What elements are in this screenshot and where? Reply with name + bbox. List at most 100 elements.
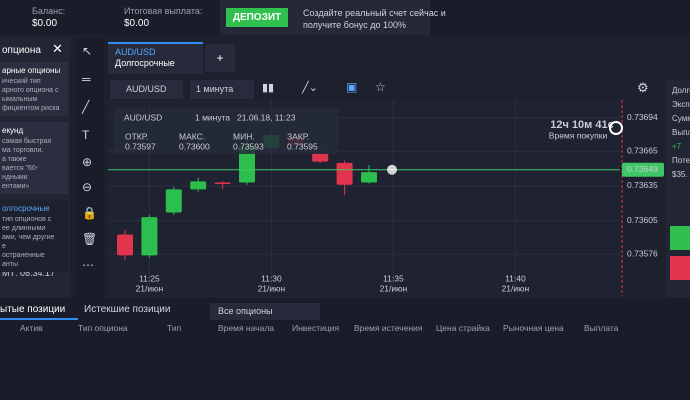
panel-text: Сумма — [672, 114, 690, 123]
y-tick-label: 0.73665 — [627, 146, 658, 156]
column-header: Время истечения — [354, 323, 423, 333]
panel-text: Выпла — [672, 128, 690, 137]
ohlc-time: 21.06.18, 11:23 — [237, 112, 296, 122]
promo-text: Создайте реальный счет сейчас и — [303, 8, 446, 18]
option-line: фициентом риска — [2, 105, 60, 112]
option-title: олгосрочные — [2, 204, 50, 213]
tool[interactable]: ⊖ — [82, 180, 93, 194]
promo-text: получите бонус до 100% — [303, 20, 406, 30]
x-tick-date: 21/июн — [136, 283, 164, 293]
option-line: ма торговли. — [2, 147, 44, 154]
x-tick-date: 21/июн — [502, 283, 530, 293]
tool[interactable]: ⊕ — [82, 155, 93, 169]
candle-body — [165, 189, 182, 213]
y-tick-label: 0.73635 — [627, 180, 658, 190]
candle-body — [239, 145, 255, 183]
option-item-bg — [0, 122, 68, 194]
tab-kind: Долгосрочные — [115, 58, 175, 68]
tool[interactable]: 🔒 — [82, 206, 97, 220]
chart-type[interactable]: ▮▮ — [262, 82, 275, 94]
y-tick-label: 0.73576 — [627, 248, 658, 258]
favorite[interactable]: ☆ — [375, 80, 386, 94]
x-tick-label: 11:35 — [383, 273, 404, 283]
deposit-button[interactable]: ДЕПОЗИТ — [226, 8, 288, 27]
candle-body — [141, 217, 158, 256]
tool[interactable]: 🗑 — [82, 232, 98, 246]
ohlc-label: МИН. — [233, 131, 255, 141]
tool[interactable]: T — [82, 128, 90, 142]
add-tab[interactable]: + — [205, 44, 235, 72]
x-tick-label: 11:30 — [261, 273, 282, 283]
asset-select[interactable]: AUD/USD — [110, 80, 183, 99]
current-point — [387, 164, 397, 175]
candle-body — [336, 162, 353, 185]
tool[interactable]: ↖ — [82, 44, 93, 58]
balance: $0.00 — [32, 18, 58, 29]
column-header: Время начала — [218, 323, 275, 333]
ohlc-asset: AUD/USD — [124, 112, 162, 122]
option-line: ымальным — [2, 96, 38, 103]
positions-area — [0, 298, 690, 400]
ohlc-value: 0.73600 — [179, 141, 210, 151]
interval-select[interactable]: 1 минута — [190, 80, 254, 99]
column-header: Актив — [20, 323, 43, 333]
tool[interactable]: ⋯ — [82, 258, 94, 272]
timer-label: Время покупки — [549, 130, 608, 140]
candle-body — [190, 181, 207, 190]
asset-tab[interactable] — [108, 42, 203, 74]
indicators[interactable]: ╱⌄ — [302, 82, 318, 94]
option-line: тип опционов с — [2, 216, 52, 223]
tool[interactable]: ╱ — [82, 100, 90, 114]
calculator[interactable]: ▣ — [346, 80, 358, 94]
ohlc-interval: 1 минута — [195, 112, 230, 122]
balance-label: Баланс: — [32, 6, 66, 16]
option-line: остраненные — [2, 252, 45, 259]
option-line: ический тип — [2, 78, 41, 85]
tab-asset: AUD/USD — [115, 47, 156, 57]
ohlc-value: 0.73593 — [233, 141, 264, 151]
tab-expired[interactable]: Истекшие позиции — [84, 304, 171, 315]
option-line: анты — [2, 261, 18, 268]
candle-body — [214, 182, 231, 184]
column-header: Тип опциона — [78, 323, 128, 333]
option-item-bg — [0, 62, 68, 116]
tool[interactable]: ═ — [82, 72, 91, 86]
option-item-bg — [0, 200, 68, 272]
option-line: е — [2, 243, 6, 250]
payout-label: Итоговая выплата: — [124, 6, 203, 16]
tab-open[interactable]: ытые позиции — [0, 304, 78, 320]
x-tick-label: 11:40 — [505, 273, 526, 283]
settings[interactable]: ⚙ — [637, 80, 649, 95]
option-line: арного опциона с — [2, 87, 59, 94]
y-tick-label: 0.73694 — [627, 112, 658, 122]
clock: МТ: 08:34:17 — [2, 268, 56, 278]
option-line: ндными — [2, 174, 28, 181]
close-button[interactable]: ✕ — [52, 41, 63, 56]
option-title: арные опционы — [2, 66, 61, 75]
panel-text: Экспи — [672, 100, 690, 109]
price-axis-bg — [620, 100, 666, 298]
panel-text: Потен — [672, 156, 690, 165]
price-badge — [622, 162, 664, 177]
candle-body — [117, 234, 133, 256]
filter[interactable]: Все опционы — [210, 303, 320, 320]
ohlc-value: 0.73597 — [125, 141, 156, 151]
column-header: Выплата — [584, 323, 619, 333]
payout: $0.00 — [124, 18, 150, 29]
x-tick-label: 11:25 — [139, 273, 160, 283]
candle-body — [361, 172, 377, 183]
panel-text: Долго — [672, 86, 690, 95]
column-header: Цена страйка — [436, 323, 490, 333]
option-line: вается "60- — [2, 165, 39, 172]
timer-icon — [609, 121, 623, 135]
candle-body — [312, 153, 329, 162]
x-tick-date: 21/июн — [258, 283, 286, 293]
ohlc-box — [114, 108, 339, 154]
ohlc-value: 0.73595 — [287, 141, 318, 151]
ohlc-label: ЗАКР. — [287, 131, 309, 141]
y-tick-label: 0.73605 — [627, 215, 658, 225]
column-header: Инвестиция — [292, 323, 340, 333]
panel-text: +7 — [672, 142, 682, 151]
option-line: ами, чем другие — [2, 234, 55, 241]
